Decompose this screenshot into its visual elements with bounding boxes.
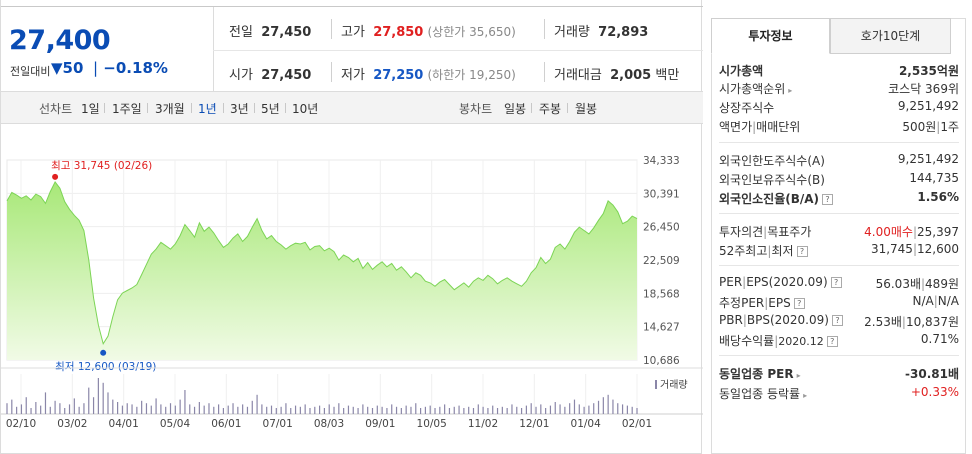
tab-invest-info[interactable]: 투자정보 [711, 18, 830, 54]
volume: 거래량 72,893 [554, 25, 649, 40]
x-tick-label: 01/04 [571, 418, 602, 430]
period-1w[interactable]: 1주일 [112, 102, 142, 116]
x-tick-label: 12/01 [519, 418, 549, 430]
help-icon[interactable]: ? [831, 315, 843, 326]
divider [104, 103, 105, 113]
divider [331, 62, 332, 82]
divider [223, 103, 224, 113]
line-chart-label: 선차트 [39, 102, 73, 116]
quote-summary: 27,400 전일대비 ▼50 | −0.18% 전일 27,450 고가 27… [1, 6, 703, 93]
down-arrow-icon: ▼ [51, 59, 63, 77]
triangle-right-icon: ▸ [803, 391, 808, 400]
high-annotation: 최고 31,745 (02/26) [51, 160, 152, 172]
change-amount: ▼50 [51, 59, 84, 77]
x-tick-label: 07/01 [263, 418, 293, 430]
x-tick-label: 02/01 [622, 418, 652, 430]
tab-orderbook[interactable]: 호가10단계 [830, 18, 951, 54]
period-1y[interactable]: 1년 [198, 102, 217, 116]
price-chart: 34,333 30,391 26,450 22,509 18,568 14,627 10,6… [1, 124, 703, 454]
divider [213, 50, 703, 51]
x-tick-label: 02/10 [6, 418, 36, 430]
price-line [6, 180, 638, 346]
divider [719, 355, 959, 356]
x-tick-label: 08/03 [314, 418, 344, 430]
divider [191, 103, 192, 113]
y-tick-label: 26,450 [643, 222, 680, 234]
divider [544, 62, 545, 82]
x-tick-label: 03/02 [57, 418, 87, 430]
x-tick-label: 05/04 [160, 418, 191, 430]
triangle-right-icon: ▸ [796, 371, 801, 380]
candle-weekly[interactable]: 주봉 [539, 102, 562, 116]
divider [331, 19, 332, 39]
high-price: 고가 27,850 (상한가 35,650) [341, 25, 516, 40]
prev-close: 전일 27,450 [229, 25, 312, 40]
help-icon[interactable]: ? [830, 277, 842, 288]
high-marker [52, 173, 59, 180]
help-icon[interactable]: ? [793, 298, 805, 309]
volume-legend-swatch [655, 380, 657, 389]
triangle-right-icon: ▸ [788, 86, 793, 95]
divider [567, 103, 568, 113]
x-tick-label: 10/05 [417, 418, 447, 430]
period-3y[interactable]: 3년 [230, 102, 249, 116]
y-tick-label: 14,627 [643, 322, 680, 334]
help-icon[interactable]: ? [822, 194, 834, 205]
price-chart-svg: 34,333 30,391 26,450 22,509 18,568 14,627 10,6… [1, 155, 703, 430]
divider [285, 103, 286, 113]
period-selector: 선차트 1일 1주일 3개월 1년 3년 5년 10년 봉차트 일봉 주봉 월봉 [1, 92, 703, 124]
divider [147, 103, 148, 113]
trade-amount: 거래대금 2,005 백만 [554, 68, 680, 83]
period-5y[interactable]: 5년 [261, 102, 280, 116]
y-tick-label: 10,686 [643, 355, 680, 367]
period-10y[interactable]: 10년 [292, 102, 319, 116]
help-icon[interactable]: ? [796, 246, 808, 257]
open-price: 시가 27,450 [229, 68, 312, 83]
low-annotation: 최저 12,600 (03/19) [55, 361, 156, 373]
divider [531, 103, 532, 113]
candle-daily[interactable]: 일봉 [504, 102, 527, 116]
low-price: 저가 27,250 (하한가 19,250) [341, 68, 516, 83]
divider [254, 103, 255, 113]
price-area [7, 181, 637, 360]
x-tick-label: 11/02 [468, 418, 498, 430]
change-percent: | −0.18% [93, 59, 168, 77]
price-panel: 27,400 전일대비 ▼50 | −0.18% 전일 27,450 고가 27… [0, 0, 703, 454]
candle-monthly[interactable]: 월봉 [575, 102, 598, 116]
x-tick-label: 09/01 [365, 418, 395, 430]
y-tick-label: 18,568 [643, 288, 680, 300]
divider [719, 265, 959, 266]
current-price: 27,400 [9, 25, 111, 56]
volume-label: 거래량 [660, 379, 688, 391]
invest-info-panel: 투자정보 호가10단계 시가총액 2,535억원 시가총액순위 ▸ 코스닥 369… [711, 6, 966, 454]
period-3m[interactable]: 3개월 [155, 102, 185, 116]
x-tick-label: 06/01 [211, 418, 241, 430]
y-tick-label: 22,509 [643, 255, 680, 267]
y-tick-label: 30,391 [643, 188, 680, 200]
candle-chart-label: 봉차트 [459, 102, 493, 116]
y-tick-label: 34,333 [643, 155, 680, 167]
divider [719, 142, 959, 143]
period-1d[interactable]: 1일 [81, 102, 100, 116]
low-marker [100, 349, 107, 356]
divider [544, 19, 545, 39]
divider [719, 213, 959, 214]
change-label: 전일대비 [10, 65, 51, 78]
x-tick-label: 04/01 [109, 418, 139, 430]
help-icon[interactable]: ? [826, 336, 838, 347]
